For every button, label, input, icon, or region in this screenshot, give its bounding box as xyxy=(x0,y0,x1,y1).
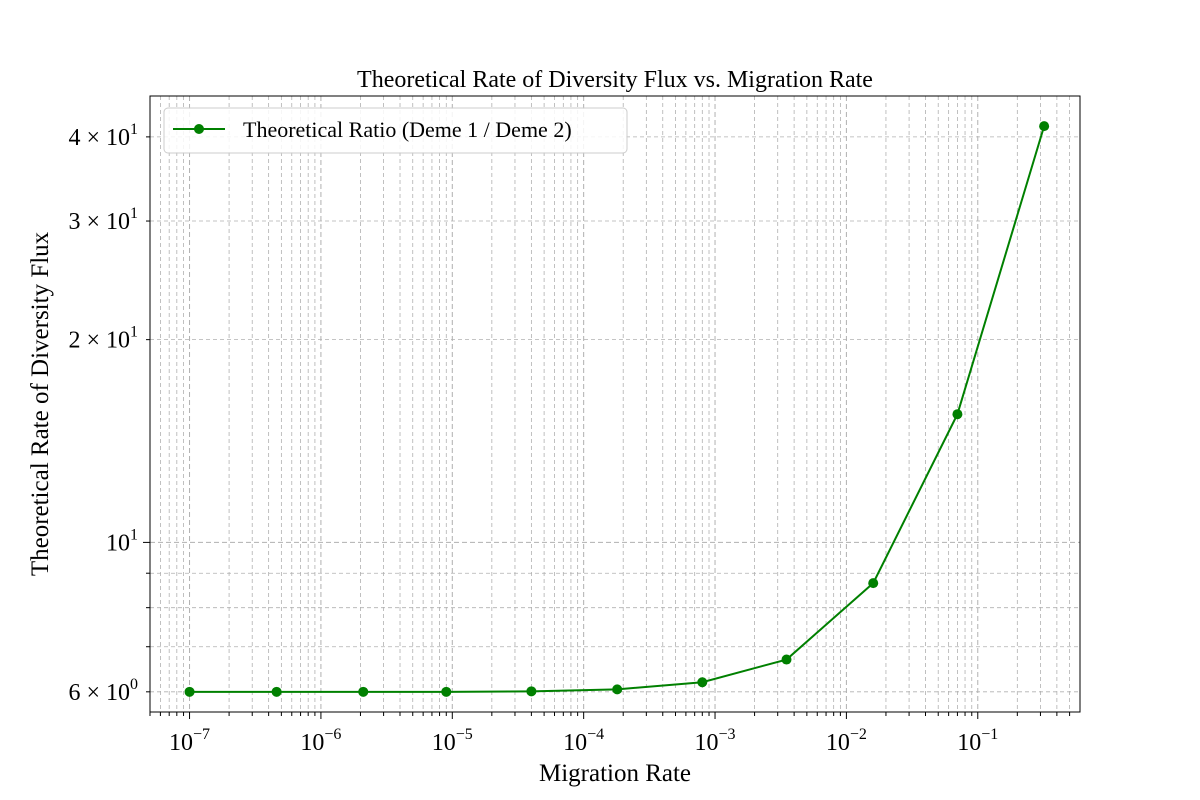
y-tick-label: 3 × 101 xyxy=(68,205,138,235)
chart-title: Theoretical Rate of Diversity Flux vs. M… xyxy=(357,67,873,93)
series-line xyxy=(189,125,1046,693)
y-tick-label: 6 × 100 xyxy=(68,676,138,706)
data-point xyxy=(952,409,963,420)
data-point xyxy=(271,686,282,697)
data-point xyxy=(697,677,708,688)
data-point xyxy=(868,578,879,589)
x-axis-label: Migration Rate xyxy=(539,760,691,787)
grid xyxy=(149,96,1080,712)
x-tick-label: 10−7 xyxy=(169,726,210,756)
data-point xyxy=(184,686,195,697)
data-point xyxy=(1039,121,1050,132)
legend-box xyxy=(163,107,628,154)
x-tick-label: 10−2 xyxy=(826,726,867,756)
plot-frame xyxy=(149,95,1081,713)
x-tick-label: 10−1 xyxy=(957,726,998,756)
axis-ticks: 10−7 10−6 10−5 10−4 10−3 10−2 10−1 6 × 100 101 2 … xyxy=(68,121,1071,756)
x-tick-label: 10−5 xyxy=(432,726,473,756)
data-point xyxy=(441,686,452,697)
data-point xyxy=(612,684,623,695)
y-tick-label: 4 × 101 xyxy=(68,121,138,151)
legend-marker-icon xyxy=(194,124,204,134)
data-point xyxy=(358,686,369,697)
data-point xyxy=(781,654,792,665)
legend: Theoretical Ratio (Deme 1 / Deme 2) xyxy=(163,107,628,154)
y-tick-label: 101 xyxy=(106,526,138,556)
x-tick-label: 10−3 xyxy=(695,726,736,756)
series xyxy=(184,121,1050,697)
legend-label: Theoretical Ratio (Deme 1 / Deme 2) xyxy=(243,117,572,142)
x-tick-label: 10−4 xyxy=(563,726,604,756)
data-point xyxy=(526,686,537,697)
x-tick-label: 10−6 xyxy=(300,726,341,756)
y-tick-label: 2 × 101 xyxy=(68,324,138,354)
y-axis-label: Theoretical Rate of Diversity Flux xyxy=(27,231,54,576)
